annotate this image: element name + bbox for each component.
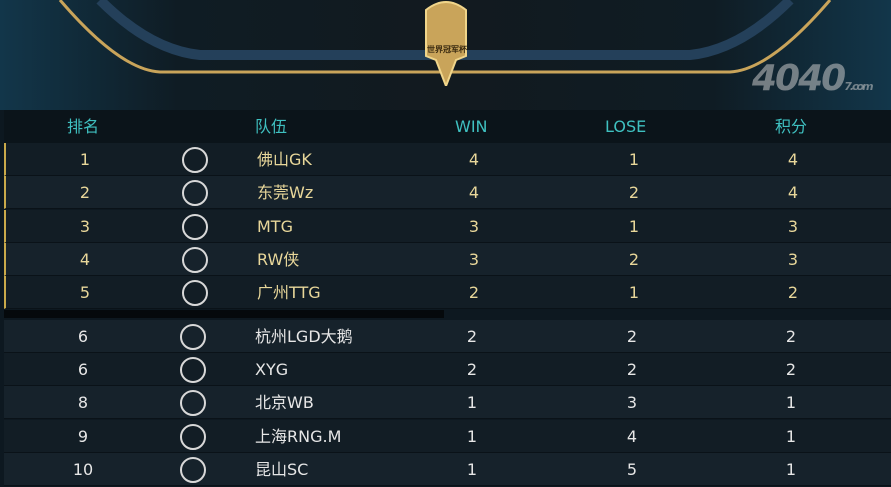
watermark-logo: 40407.com [752,58,874,108]
win-count: 2 [466,360,478,379]
rank-cell: 9 [77,427,89,446]
points-value: 3 [787,250,799,269]
xyg-logo-icon [180,357,206,383]
table-row: 3 MTG 3 1 3 [4,210,891,243]
win-count: 4 [468,183,480,202]
team-name: 东莞Wz [257,183,314,202]
lose-count: 1 [628,150,640,169]
rank-cell: 5 [79,283,91,302]
table-row: 4 RW侠 3 2 3 [4,243,891,276]
table-row: 10 昆山SC 1 5 1 [4,453,891,486]
table-row: 2 东莞Wz 4 2 4 [4,176,891,209]
ttg-logo-icon [182,280,208,306]
win-count: 4 [468,150,480,169]
header-team: 队伍 [255,117,288,136]
win-count: 1 [466,427,478,446]
wz-logo-icon [182,180,208,206]
win-count: 2 [466,327,478,346]
table-row: 8 北京WB 1 3 1 [4,386,891,419]
rank-cell: 2 [79,183,91,202]
table-row: 1 佛山GK 4 1 4 [4,143,891,176]
table-row: 5 广州TTG 2 1 2 [4,276,891,309]
win-count: 3 [468,250,480,269]
lose-count: 2 [626,360,638,379]
table-header: 排名 队伍 WIN LOSE 积分 [4,110,891,143]
lose-count: 3 [626,393,638,412]
rank-cell: 6 [77,327,89,346]
gk-logo-icon [182,147,208,173]
watermark-text: 4040 [752,58,846,99]
wb-logo-icon [180,390,206,416]
points-value: 4 [787,150,799,169]
points-value: 2 [787,283,799,302]
points-value: 4 [787,183,799,202]
rank-cell: 10 [72,460,94,479]
win-count: 1 [466,393,478,412]
rank-cell: 8 [77,393,89,412]
header-win: WIN [455,117,488,136]
sc-logo-icon [180,457,206,483]
team-name: MTG [257,217,293,236]
points-value: 1 [785,393,797,412]
table-row: 6 XYG 2 2 2 [4,353,891,386]
rw-logo-icon [182,247,208,273]
header-lose: LOSE [605,117,647,136]
lose-count: 5 [626,460,638,479]
lose-count: 4 [626,427,638,446]
team-name: RW侠 [257,250,300,269]
lose-count: 2 [628,183,640,202]
rank-cell: 4 [79,250,91,269]
win-count: 1 [466,460,478,479]
points-value: 1 [785,427,797,446]
header-rank: 排名 [67,117,100,136]
points-value: 1 [785,460,797,479]
qualification-divider [4,310,444,318]
points-value: 2 [785,360,797,379]
header-points: 积分 [775,117,808,136]
lgd-logo-icon [180,324,206,350]
team-name: 北京WB [255,393,314,412]
rank-cell: 1 [79,150,91,169]
table-row: 6 杭州LGD大鹅 2 2 2 [4,320,891,353]
crest-label: 世界冠军杯 [427,45,467,54]
event-banner: 世界冠军杯 [0,0,891,110]
points-value: 3 [787,217,799,236]
table-row: 9 上海RNG.M 1 4 1 [4,420,891,453]
lose-count: 2 [628,250,640,269]
trophy-crest-icon [425,1,467,86]
team-name: XYG [255,360,289,379]
team-name: 上海RNG.M [255,427,342,446]
rng-logo-icon [180,424,206,450]
win-count: 3 [468,217,480,236]
team-name: 佛山GK [257,150,312,169]
rank-cell: 6 [77,360,89,379]
lose-count: 1 [628,283,640,302]
points-value: 2 [785,327,797,346]
team-name: 广州TTG [257,283,321,302]
rank-cell: 3 [79,217,91,236]
lose-count: 1 [628,217,640,236]
team-name: 杭州LGD大鹅 [255,327,353,346]
mtg-logo-icon [182,214,208,240]
watermark-suffix: 7.com [844,80,873,93]
team-name: 昆山SC [255,460,309,479]
win-count: 2 [468,283,480,302]
lose-count: 2 [626,327,638,346]
